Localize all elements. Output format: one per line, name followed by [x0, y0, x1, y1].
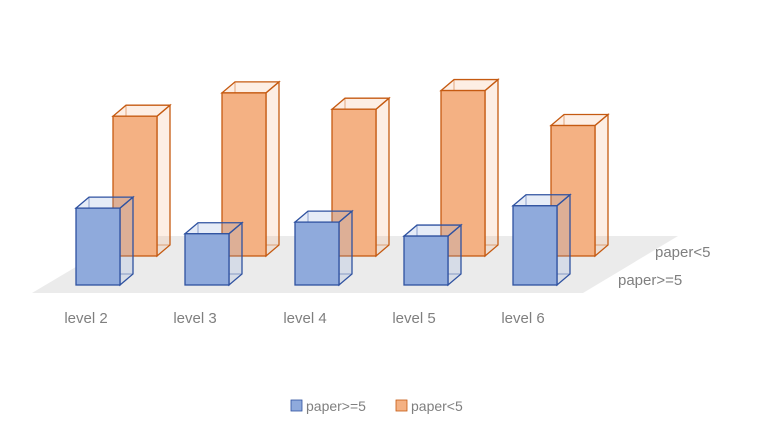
category-label: level 2	[64, 310, 107, 327]
category-label: level 5	[392, 310, 435, 327]
category-label: level 4	[283, 310, 326, 327]
bar-paper-lt5-3	[220, 80, 281, 258]
depth-label-front: paper>=5	[618, 272, 682, 289]
bar-paper-ge5-6	[511, 193, 572, 287]
legend-item: paper>=5	[290, 398, 366, 414]
bar-paper-ge5-5	[402, 223, 463, 287]
bar-paper-lt5-2	[111, 103, 172, 258]
depth-label-back: paper<5	[655, 244, 710, 261]
bar-paper-lt5-4	[330, 96, 391, 258]
legend-swatch	[395, 399, 408, 412]
legend-swatch	[290, 399, 303, 412]
bar-paper-ge5-3	[183, 221, 244, 287]
bar-paper-lt5-5	[439, 78, 500, 258]
bar-paper-ge5-4	[293, 209, 354, 287]
category-label: level 3	[173, 310, 216, 327]
bar-paper-ge5-2	[74, 195, 135, 287]
category-label: level 6	[501, 310, 544, 327]
legend-item: paper<5	[395, 398, 463, 414]
bar-paper-lt5-6	[549, 113, 610, 258]
legend-label: paper>=5	[306, 398, 366, 414]
legend-label: paper<5	[411, 398, 463, 414]
